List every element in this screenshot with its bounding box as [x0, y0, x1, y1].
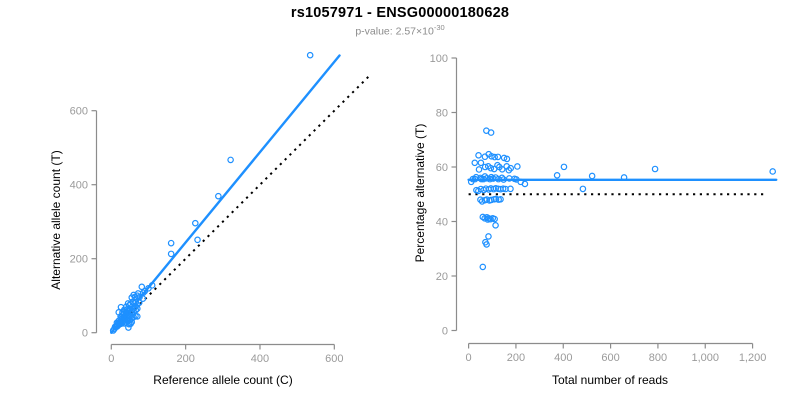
right-plot-x-tick-label: 400: [554, 352, 572, 364]
data-point: [482, 238, 489, 246]
right-plot-y-tick-label: 0: [442, 325, 448, 337]
left-plot-x-tick-label: 400: [251, 353, 269, 365]
data-point: [472, 173, 480, 181]
data-point: [479, 263, 487, 271]
right-plot-y-tick-label: 40: [436, 216, 448, 228]
left-plot-x-tick-label: 200: [176, 353, 194, 365]
data-point: [503, 155, 511, 163]
data-point: [492, 222, 499, 229]
left-plot-axes: 0 200 400 600 0 200 400 600: [70, 106, 344, 366]
data-point: [485, 233, 492, 240]
right-plot-x-tick-label: 0: [466, 352, 472, 364]
data-point: [486, 175, 494, 183]
data-point: [467, 178, 475, 186]
data-point: [134, 305, 141, 312]
p-value-text: p-value: 2.57×10: [355, 25, 434, 38]
data-point: [475, 166, 483, 173]
data-point: [139, 295, 147, 302]
data-point: [481, 196, 489, 204]
data-point: [769, 168, 776, 175]
data-point: [620, 174, 628, 181]
data-point: [495, 196, 502, 203]
data-point: [487, 164, 495, 172]
data-point: [475, 152, 482, 159]
right-plot-y-tick-label: 60: [436, 162, 448, 174]
right-x-axis-label: Total number of reads: [551, 373, 669, 387]
data-point: [500, 154, 508, 162]
data-point: [494, 161, 501, 169]
right-plot-points: [467, 127, 776, 271]
right-plot-x-tick-label: 600: [601, 352, 619, 364]
data-point: [500, 176, 507, 183]
data-point: [505, 166, 513, 174]
left-plot-x-tick-label: 0: [108, 353, 114, 365]
data-point: [148, 282, 156, 289]
data-point: [553, 172, 561, 179]
right-plot-x-tick-label: 1,000: [691, 352, 719, 364]
data-point: [481, 214, 488, 222]
data-point: [477, 159, 485, 167]
right-plot-x-tick-label: 800: [649, 352, 667, 364]
data-point: [215, 192, 222, 200]
data-point: [477, 196, 484, 204]
data-point: [498, 174, 506, 182]
data-point: [487, 129, 495, 136]
chart-subtitle: p-value: 2.57×10-30: [0, 23, 800, 38]
data-point: [138, 283, 146, 291]
data-point: [134, 313, 141, 320]
right-plot-x-tick-label: 1,200: [739, 352, 767, 364]
data-point: [494, 153, 502, 161]
right-plot-x-tick-label: 200: [507, 352, 525, 364]
right-y-axis-label: Percentage alternative (T): [413, 123, 427, 263]
data-point: [125, 324, 132, 331]
data-point: [579, 185, 587, 193]
data-point: [473, 186, 480, 194]
data-point: [507, 164, 515, 172]
left-x-axis-label: Reference allele count (C): [153, 373, 293, 387]
data-point: [471, 159, 479, 167]
data-point: [490, 185, 497, 193]
data-point: [490, 165, 498, 173]
left-plot-y-tick-label: 0: [82, 328, 88, 340]
p-value-exponent: -30: [433, 23, 445, 32]
data-point: [499, 185, 507, 192]
data-point: [484, 216, 492, 223]
left-plot-points: [109, 51, 314, 334]
left-plot-y-tick-label: 400: [70, 180, 88, 192]
data-point: [507, 185, 514, 193]
data-point: [167, 250, 175, 258]
data-point: [135, 299, 143, 307]
data-point: [192, 219, 199, 227]
data-point: [194, 236, 201, 244]
data-point: [167, 239, 175, 247]
data-point: [514, 163, 521, 170]
data-point: [560, 163, 568, 171]
chart-title: rs1057971 - ENSG00000180628: [290, 5, 510, 21]
left-plot-y-tick-label: 200: [70, 254, 88, 266]
right-plot-y-tick-label: 80: [436, 107, 448, 119]
data-point: [488, 153, 495, 160]
data-point: [481, 153, 489, 161]
data-point: [227, 156, 234, 164]
data-point: [480, 175, 487, 183]
data-point: [491, 153, 498, 161]
left-plot-x-tick-label: 600: [325, 353, 343, 365]
data-point: [491, 215, 498, 223]
left-y-axis-label: Alternative allele count (T): [49, 150, 63, 290]
left-identity-line: [110, 72, 373, 334]
data-point: [498, 166, 506, 173]
data-point: [128, 318, 136, 326]
right-plot-axes: 0 20 40 60 80 100 0 200 400 600 800 1,000 1,200: [430, 53, 767, 364]
data-point: [521, 180, 529, 188]
right-plot-y-tick-label: 100: [430, 53, 448, 65]
left-plot-y-tick-label: 600: [70, 106, 88, 118]
data-point: [306, 51, 314, 59]
data-point: [109, 327, 117, 334]
data-point: [490, 195, 498, 203]
right-plot-y-tick-label: 20: [436, 271, 448, 283]
data-point: [588, 172, 596, 180]
data-point: [651, 165, 659, 173]
